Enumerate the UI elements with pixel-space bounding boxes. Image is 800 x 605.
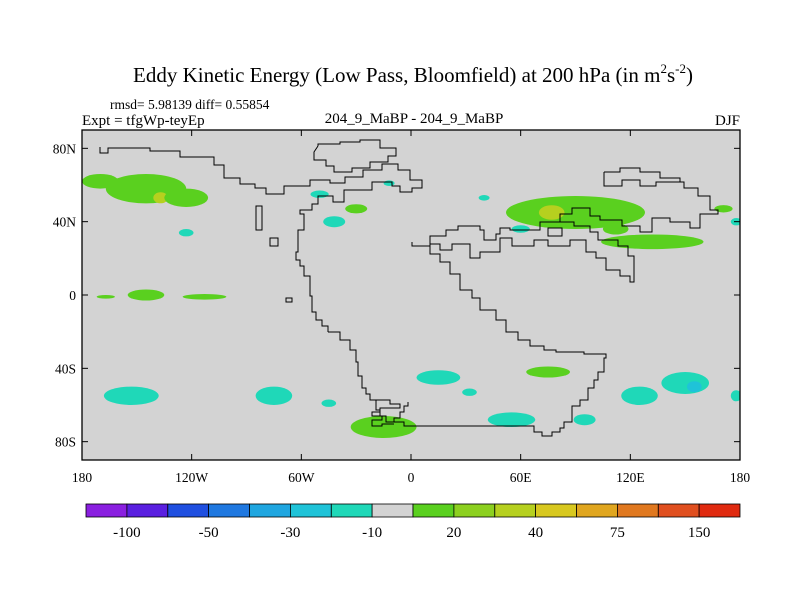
anomaly-patch — [661, 372, 709, 394]
season-label: DJF — [715, 113, 740, 129]
colorbar-label: 20 — [446, 525, 461, 541]
coastline-asia-north — [429, 221, 635, 283]
anomaly-patch — [82, 174, 119, 189]
anomaly-patch — [153, 192, 168, 204]
anomaly-patch — [730, 390, 740, 402]
colorbar-swatch — [289, 503, 332, 518]
anomaly-patch — [526, 366, 570, 378]
colorbar-label: -100 — [113, 525, 141, 541]
colorbar: -100 -50 -30 -10 20 40 75 150 — [85, 503, 741, 541]
x-tick-label: 180 — [730, 470, 751, 485]
anomaly-patch — [383, 180, 395, 186]
colorbar-swatch — [535, 503, 577, 518]
anomaly-patch — [321, 399, 337, 407]
coastline-siberia-top — [604, 167, 681, 182]
colorbar-swatch — [412, 503, 455, 518]
anomaly-patch — [323, 216, 346, 228]
anomaly-patch — [127, 289, 165, 301]
colorbar-swatch — [453, 503, 496, 518]
colorbar-swatch — [617, 503, 659, 518]
anomaly-layer — [82, 174, 740, 438]
colorbar-label: 75 — [610, 525, 625, 541]
y-tick-label: 80N — [53, 141, 77, 156]
colorbar-label: -30 — [280, 525, 300, 541]
anomaly-patch — [511, 225, 530, 233]
colorbar-swatch — [126, 503, 169, 518]
anomaly-patch — [487, 412, 536, 428]
anomaly-patch — [462, 388, 477, 396]
coastline-island-d — [547, 227, 563, 237]
y-tick-label: 0 — [69, 288, 76, 303]
colorbar-swatch — [249, 503, 291, 518]
anomaly-patch — [103, 386, 159, 405]
anomaly-patch — [164, 188, 209, 207]
colorbar-label: -50 — [199, 525, 219, 541]
coastline-antarctica — [370, 399, 401, 427]
coastline-island-c — [285, 297, 293, 303]
coastline-siberia — [559, 172, 719, 233]
case-label: 204_9_MaBP - 204_9_MaBP — [325, 111, 504, 127]
colorbar-label: 40 — [528, 525, 543, 541]
anomaly-patch — [350, 416, 417, 438]
anomaly-patch — [573, 414, 596, 426]
x-tick-label: 120E — [616, 470, 645, 485]
coastlines — [99, 139, 719, 437]
coastline-island-b — [269, 237, 279, 247]
y-tick-label: 40S — [55, 361, 76, 376]
anomaly-patch — [310, 190, 329, 198]
x-tick-label: 60E — [510, 470, 532, 485]
x-tick-label: 120W — [175, 470, 208, 485]
coastline-eurasia-africa — [394, 242, 607, 437]
colorbar-label: -10 — [362, 525, 382, 541]
anomaly-patch — [601, 234, 704, 250]
colorbar-swatch — [576, 503, 618, 518]
anomaly-patch — [687, 381, 702, 393]
expt-label: Expt = tfgWp-teyEp — [82, 113, 205, 129]
anomaly-patch — [416, 370, 461, 385]
y-tick-label: 40N — [53, 215, 77, 230]
colorbar-swatch — [330, 503, 373, 518]
anomaly-patch — [255, 386, 293, 405]
coastline-north-america — [99, 147, 423, 332]
colorbar-swatch — [167, 503, 210, 518]
colorbar-swatch — [85, 503, 128, 518]
anomaly-patch — [506, 196, 645, 229]
x-tick-label: 180 — [72, 470, 93, 485]
anomaly-patch — [538, 205, 565, 220]
colorbar-swatch — [208, 503, 250, 518]
anomaly-patch — [178, 229, 194, 237]
anomaly-patch — [714, 205, 733, 213]
coastline-island-a — [255, 205, 263, 231]
colorbar-swatch — [494, 503, 537, 518]
colorbar-label: 150 — [688, 525, 711, 541]
colorbar-swatch — [657, 503, 700, 518]
chart-title: Eddy Kinetic Energy (Low Pass, Bloomfiel… — [133, 61, 693, 87]
coastline-greenland — [313, 139, 397, 173]
stats-label: rmsd= 5.98139 diff= 0.55854 — [110, 97, 270, 112]
axis-ticks: 180 120W 60W 0 60E 120E 180 80N 40N 0 40S 80S — [53, 130, 751, 485]
anomaly-patch — [96, 295, 115, 299]
x-tick-label: 0 — [408, 470, 415, 485]
anomaly-patch — [621, 386, 658, 405]
colorbar-swatch — [371, 503, 414, 518]
x-tick-label: 60W — [288, 470, 315, 485]
anomaly-patch — [478, 195, 490, 201]
y-tick-label: 80S — [55, 435, 76, 450]
anomaly-patch — [182, 294, 227, 300]
anomaly-patch — [345, 204, 368, 214]
anomaly-patch — [602, 223, 629, 235]
colorbar-swatch — [698, 503, 741, 518]
